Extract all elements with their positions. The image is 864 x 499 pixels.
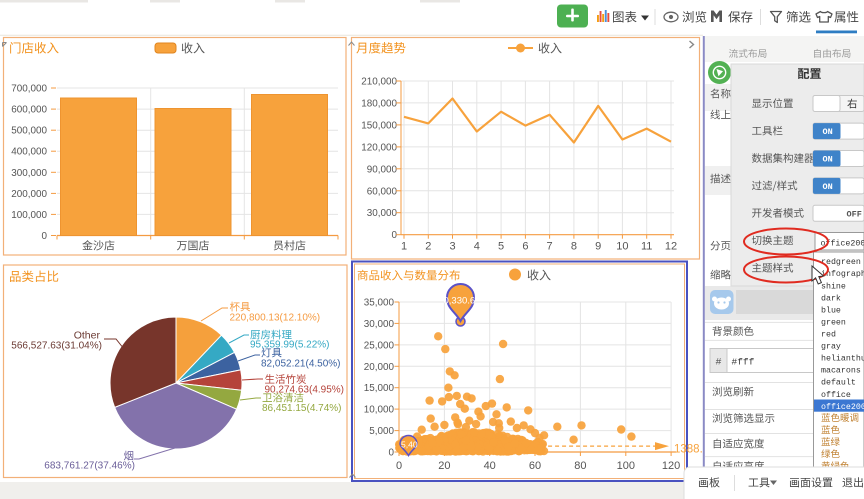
svg-text:600,000: 600,000 bbox=[11, 105, 47, 116]
svg-text:10,000: 10,000 bbox=[364, 405, 395, 416]
svg-text:#: # bbox=[716, 358, 722, 369]
svg-text:12: 12 bbox=[665, 241, 677, 253]
svg-text:60: 60 bbox=[529, 460, 541, 472]
svg-text:9: 9 bbox=[595, 241, 601, 253]
svg-text:Other: Other bbox=[74, 330, 101, 342]
svg-text:90,274.63(4.95%): 90,274.63(4.95%) bbox=[265, 385, 345, 396]
svg-text:30,000: 30,000 bbox=[367, 208, 398, 219]
svg-text:helianthus: helianthus bbox=[821, 354, 864, 364]
svg-text:3: 3 bbox=[449, 241, 455, 253]
svg-text:80: 80 bbox=[574, 460, 586, 472]
svg-text:2: 2 bbox=[425, 241, 431, 253]
svg-text:566,527.63(31.04%): 566,527.63(31.04%) bbox=[11, 340, 102, 351]
svg-text:5,40: 5,40 bbox=[401, 440, 418, 450]
svg-text:office: office bbox=[821, 390, 851, 400]
svg-text:20: 20 bbox=[438, 460, 450, 472]
svg-text:100: 100 bbox=[617, 460, 635, 472]
svg-text:gray: gray bbox=[821, 343, 841, 352]
svg-text:8: 8 bbox=[571, 241, 577, 253]
svg-text:300,000: 300,000 bbox=[11, 168, 47, 179]
svg-text:ON: ON bbox=[823, 182, 833, 192]
svg-text:30,000: 30,000 bbox=[364, 319, 395, 330]
svg-text:ON: ON bbox=[823, 127, 833, 137]
svg-text:86,451.15(4.74%): 86,451.15(4.74%) bbox=[262, 403, 342, 414]
svg-text:redgreen: redgreen bbox=[821, 257, 861, 267]
svg-text:180,000: 180,000 bbox=[361, 98, 397, 109]
svg-text:blue: blue bbox=[821, 305, 841, 315]
svg-text:0: 0 bbox=[392, 230, 398, 241]
svg-text:683,761.27(37.46%): 683,761.27(37.46%) bbox=[44, 461, 135, 472]
svg-text:20,000: 20,000 bbox=[364, 362, 395, 373]
svg-text:100,000: 100,000 bbox=[11, 210, 47, 221]
svg-text:120,000: 120,000 bbox=[361, 142, 397, 153]
svg-text:82,052.21(4.50%): 82,052.21(4.50%) bbox=[261, 359, 341, 370]
svg-text:1388.: 1388. bbox=[674, 444, 703, 456]
svg-text:shine: shine bbox=[821, 281, 846, 291]
svg-text:0: 0 bbox=[389, 448, 395, 459]
svg-text:700,000: 700,000 bbox=[11, 84, 47, 95]
svg-text:0: 0 bbox=[396, 460, 402, 472]
svg-text:5,000: 5,000 bbox=[369, 426, 394, 437]
svg-text:11: 11 bbox=[641, 241, 652, 253]
svg-text:40: 40 bbox=[484, 460, 496, 472]
svg-text:35,000: 35,000 bbox=[364, 298, 395, 309]
svg-text:25,000: 25,000 bbox=[364, 340, 395, 351]
svg-text:10: 10 bbox=[616, 241, 628, 253]
svg-text:default: default bbox=[821, 378, 856, 388]
svg-text:0: 0 bbox=[42, 231, 48, 242]
svg-text:office2007: office2007 bbox=[821, 239, 864, 249]
svg-text:120: 120 bbox=[662, 460, 680, 472]
svg-text:macarons: macarons bbox=[821, 367, 861, 376]
svg-text:#fff: #fff bbox=[732, 357, 755, 368]
svg-text:200,000: 200,000 bbox=[11, 189, 47, 200]
svg-text:7: 7 bbox=[547, 241, 553, 253]
svg-text:ON: ON bbox=[823, 155, 833, 165]
svg-text:OFF: OFF bbox=[847, 209, 862, 219]
svg-text:500,000: 500,000 bbox=[11, 126, 47, 137]
svg-text:infographic: infographic bbox=[821, 269, 864, 279]
svg-text:90,000: 90,000 bbox=[367, 164, 398, 175]
svg-text:1: 1 bbox=[401, 241, 407, 253]
svg-text:60,000: 60,000 bbox=[367, 186, 398, 197]
svg-text:office2007: office2007 bbox=[821, 402, 864, 412]
svg-text:15,000: 15,000 bbox=[364, 383, 395, 394]
svg-text:210,000: 210,000 bbox=[361, 77, 397, 88]
svg-text:6: 6 bbox=[522, 241, 528, 253]
svg-text:400,000: 400,000 bbox=[11, 147, 47, 158]
svg-text:150,000: 150,000 bbox=[361, 120, 397, 131]
svg-text:4: 4 bbox=[474, 241, 480, 253]
svg-text:0,330.6: 0,330.6 bbox=[444, 296, 476, 307]
svg-text:5: 5 bbox=[498, 241, 504, 253]
svg-text:green: green bbox=[821, 318, 846, 327]
svg-text:dark: dark bbox=[821, 293, 841, 303]
svg-text:red: red bbox=[821, 330, 836, 340]
svg-text:220,800.13(12.10%): 220,800.13(12.10%) bbox=[230, 313, 321, 324]
svg-text:95,359.99(5.22%): 95,359.99(5.22%) bbox=[250, 340, 330, 351]
